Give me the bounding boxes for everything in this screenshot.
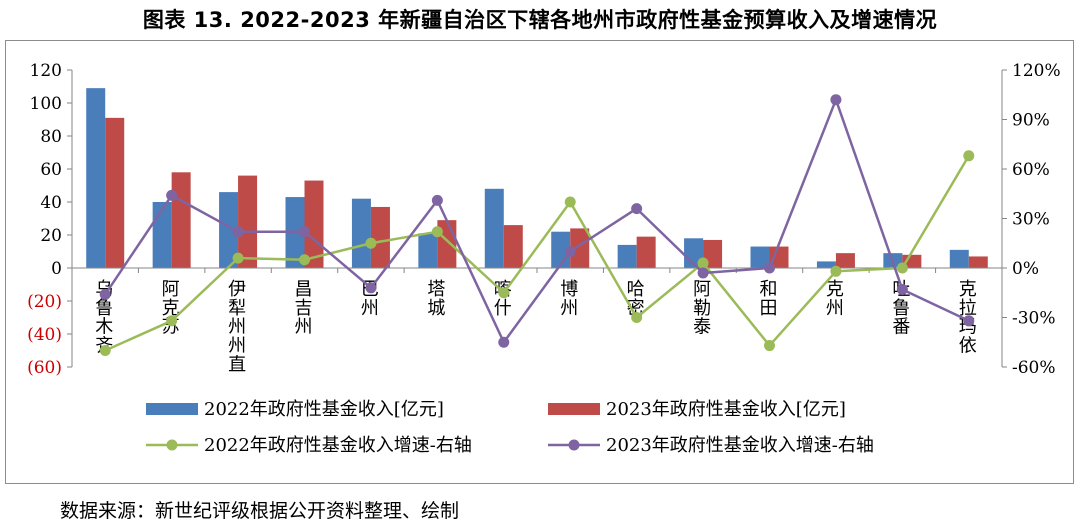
legend-label: 2022年政府性基金收入增速-右轴 <box>204 435 472 456</box>
point-2023-growth <box>697 267 709 279</box>
point-2023-growth <box>963 315 975 327</box>
category-label: 塔城 <box>427 279 445 319</box>
point-2022-growth <box>166 315 178 327</box>
point-2022-growth <box>232 252 244 264</box>
chart-svg: 120 100 80 60 40 20 0 (20) (40) (60) 120% 90% 60% 30%… <box>27 61 1061 456</box>
legend-swatch-marker <box>166 439 178 451</box>
category-label: 昌吉州 <box>295 279 313 338</box>
left-axis-tick-label: 40 <box>40 193 62 213</box>
right-axis-tick-label: 0% <box>1012 259 1039 279</box>
point-2023-growth <box>365 282 377 294</box>
bar-2022 <box>816 261 836 268</box>
legend-swatch-marker <box>568 439 580 451</box>
left-axis-tick-label: (40) <box>27 325 62 345</box>
bar-2023 <box>105 117 125 268</box>
legend-label: 2023年政府性基金收入[亿元] <box>606 399 846 420</box>
point-2022-growth <box>431 226 443 238</box>
left-axis-tick-label: 120 <box>30 61 62 81</box>
bar-2023 <box>968 256 988 268</box>
right-axis-tick-label: 60% <box>1012 160 1050 180</box>
right-axis-tick-label: -30% <box>1012 309 1056 329</box>
category-label: 博州 <box>560 279 578 319</box>
point-2022-growth <box>963 150 975 162</box>
right-axis-tick-label: 30% <box>1012 210 1050 230</box>
bar-2023 <box>636 236 656 268</box>
point-2022-growth <box>365 237 377 249</box>
legend-swatch-bar <box>146 403 198 415</box>
left-axis-tick-label: 20 <box>40 226 62 246</box>
right-axis-tick-label: -60% <box>1012 358 1056 378</box>
bar-2023 <box>503 225 523 268</box>
point-2022-growth <box>697 257 709 269</box>
bar-2023 <box>769 246 789 268</box>
point-2023-growth <box>498 336 510 348</box>
left-axis-tick-label: 100 <box>30 94 62 114</box>
point-2023-growth <box>764 262 775 274</box>
category-label: 阿勒泰 <box>693 279 711 338</box>
line-2023-growth <box>104 98 970 344</box>
left-axis-tick-label: (60) <box>27 358 62 378</box>
category-label: 伊犁州州直 <box>228 279 246 376</box>
bar-2022 <box>617 244 637 268</box>
point-2022-growth <box>631 312 643 323</box>
point-2023-growth <box>431 194 443 206</box>
point-2023-growth <box>299 226 310 238</box>
point-2023-growth <box>631 203 643 215</box>
source-note: 数据来源：新世纪评级根据公开资料整理、绘制 <box>60 500 460 522</box>
point-2023-growth <box>232 226 244 238</box>
bar-2023 <box>370 206 390 268</box>
left-axis-tick-label: 0 <box>51 259 62 279</box>
left-axis-tick-label: (20) <box>27 292 62 312</box>
legend-swatch-bar <box>548 403 600 415</box>
point-2022-growth <box>896 262 908 274</box>
bar-2022 <box>219 192 239 268</box>
left-axis-tick-label: 60 <box>40 160 62 180</box>
bar-2022 <box>351 198 371 268</box>
bar-2022 <box>152 202 172 268</box>
bar-2022 <box>418 233 438 268</box>
chart-title: 图表 13. 2022-2023 年新疆自治区下辖各地州市政府性基金预算收入及增… <box>142 8 938 32</box>
point-2022-growth <box>299 254 310 266</box>
category-label: 和田 <box>760 279 778 319</box>
left-axis-tick-label: 80 <box>40 127 62 147</box>
point-2022-growth <box>764 340 775 352</box>
point-2022-growth <box>498 287 510 299</box>
bar-2022 <box>86 88 106 269</box>
legend-label: 2022年政府性基金收入[亿元] <box>204 399 444 420</box>
right-axis-tick-label: 120% <box>1012 61 1061 81</box>
bar-2023 <box>171 172 191 268</box>
point-2023-growth <box>830 94 842 106</box>
category-label: 克州 <box>826 279 844 319</box>
chart-area: 120 100 80 60 40 20 0 (20) (40) (60) 120% 90% 60% 30%… <box>5 40 1074 484</box>
point-2023-growth <box>896 283 908 295</box>
bar-2022 <box>949 249 969 268</box>
bar-2023 <box>238 175 258 268</box>
line-2022-growth <box>104 155 970 352</box>
point-2022-growth <box>564 196 576 208</box>
bar-2022 <box>750 246 770 268</box>
point-2023-growth <box>99 288 111 300</box>
bar-2023 <box>835 253 855 268</box>
category-label: 阿克苏 <box>162 279 180 338</box>
bar-2023 <box>570 228 590 268</box>
bar-2023 <box>304 180 324 268</box>
point-2022-growth <box>830 265 842 277</box>
bar-2022 <box>484 188 504 268</box>
legend-label: 2023年政府性基金收入增速-右轴 <box>606 435 874 456</box>
point-2022-growth <box>99 345 111 356</box>
point-2023-growth <box>166 189 178 201</box>
right-axis-tick-label: 90% <box>1012 111 1050 131</box>
category-label: 乌鲁木齐 <box>95 279 113 357</box>
point-2023-growth <box>564 246 576 257</box>
